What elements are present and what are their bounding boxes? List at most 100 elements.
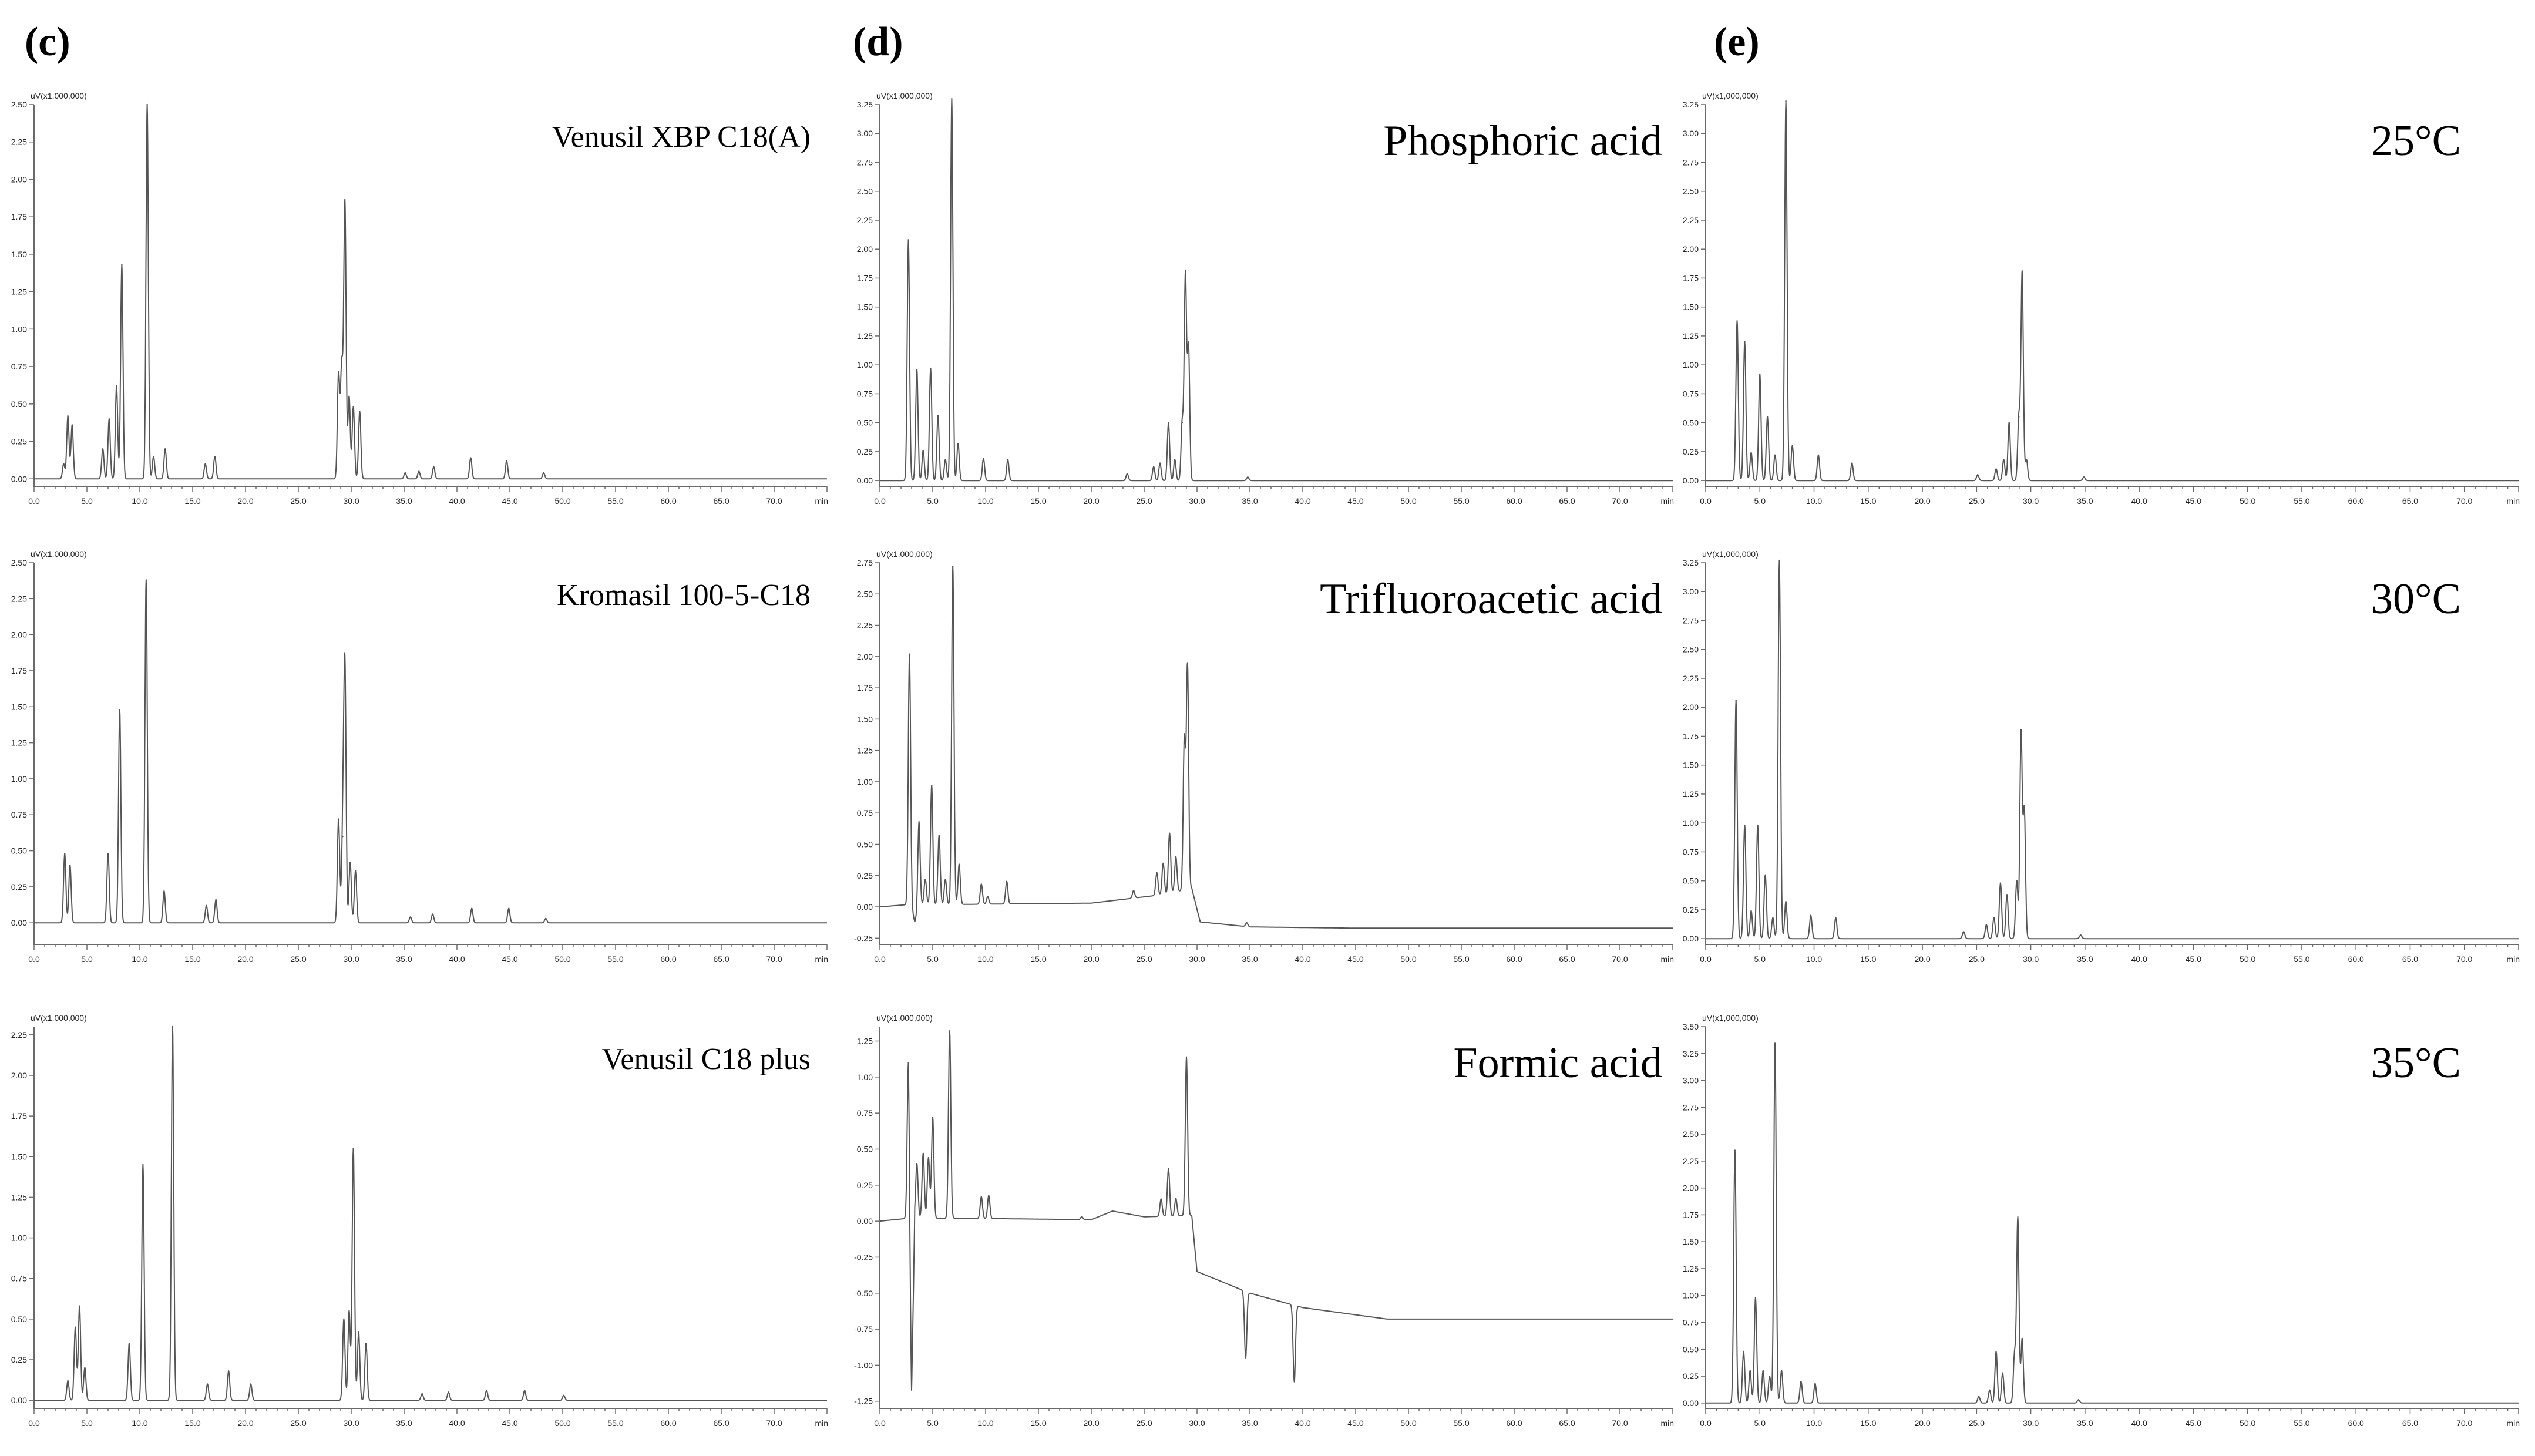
x-tick-label: 5.0 (927, 954, 939, 964)
y-tick-label: -0.25 (854, 1252, 873, 1262)
chromatogram-trace (1705, 1042, 2519, 1404)
y-tick-label: 0.50 (11, 846, 27, 856)
y-tick-label: 1.75 (1683, 731, 1699, 741)
y-tick-label: 1.25 (1683, 1264, 1699, 1273)
chromatogram-c2: uV(x1,000,000) 0.00 0.25 0.50 0.75 1.00 1.25 1.… (11, 549, 828, 964)
x-tick-label: 0.0 (1700, 1418, 1712, 1428)
peak-point (1785, 100, 1787, 102)
peak-point (1184, 739, 1185, 741)
chromatogram-trace (879, 566, 1673, 929)
peak-point (214, 455, 216, 458)
peak-point (524, 1390, 526, 1391)
x-tick-label: 20.0 (1083, 496, 1099, 506)
panel-title: Venusil XBP C18(A) (552, 120, 811, 154)
x-tick-label: 65.0 (1559, 496, 1575, 506)
peak-point (1153, 466, 1155, 468)
x-tick-label: 55.0 (2294, 496, 2309, 506)
y-tick-label: 0.00 (1683, 934, 1699, 943)
peak-point (2003, 459, 2005, 460)
x-tick-label: 30.0 (1189, 1418, 1205, 1428)
y-tick-label: 3.00 (1683, 1076, 1699, 1085)
x-unit-label: min (1660, 496, 1674, 506)
y-tick-label: 1.75 (11, 212, 27, 221)
x-tick-label: 10.0 (977, 1418, 993, 1428)
peak-point (932, 1117, 934, 1118)
peak-point (344, 201, 346, 203)
y-tick-label: 2.75 (1683, 157, 1699, 167)
x-tick-label: 70.0 (1612, 954, 1628, 964)
x-tick-label: 45.0 (1347, 1418, 1363, 1428)
peak-point (1785, 900, 1787, 903)
x-tick-label: 15.0 (1860, 1418, 1876, 1428)
peak-point (1156, 872, 1158, 874)
y-tick-label: 2.50 (1683, 1129, 1699, 1139)
peak-point (1999, 882, 2002, 884)
y-tick-label: 0.50 (1683, 418, 1699, 428)
y-tick-label: 0.50 (857, 1144, 873, 1154)
x-tick-label: 0.0 (874, 1418, 886, 1428)
x-unit-label: min (815, 1418, 828, 1428)
x-unit-label: min (1660, 1418, 1674, 1428)
y-tick-label: 0.75 (1683, 389, 1699, 398)
x-tick-label: 0.0 (28, 1418, 40, 1428)
peak-point (342, 835, 344, 838)
y-tick-label: 0.25 (857, 1181, 873, 1190)
y-tick-label: 0.00 (11, 918, 27, 927)
panel-title: Phosphoric acid (1383, 117, 1662, 165)
peak-point (1772, 917, 1774, 919)
x-tick-label: 10.0 (1806, 1418, 1822, 1428)
peak-point (215, 899, 217, 901)
peak-point (2002, 1372, 2003, 1374)
x-tick-label: 45.0 (2186, 954, 2201, 964)
x-tick-label: 15.0 (1030, 496, 1046, 506)
peak-point (359, 411, 361, 412)
peak-point (1766, 416, 1769, 418)
peak-point (349, 861, 351, 863)
chromatogram-trace (879, 98, 1673, 482)
axis-frame (33, 563, 827, 945)
x-tick-label: 15.0 (184, 954, 200, 964)
x-tick-label: 40.0 (2131, 496, 2147, 506)
y-tick-label: 2.00 (857, 652, 873, 661)
y-tick-label: 2.25 (11, 137, 27, 147)
peak-point (1006, 880, 1008, 882)
x-unit-label: min (2506, 496, 2520, 506)
panel-title: Kromasil 100-5-C18 (557, 579, 811, 612)
x-tick-label: 70.0 (766, 1418, 782, 1428)
y-tick-label: 1.00 (857, 360, 873, 369)
peak-point (506, 460, 507, 462)
peak-point (944, 878, 946, 880)
y-tick-label: 0.25 (1683, 1371, 1699, 1381)
peak-point (67, 1380, 69, 1382)
peak-point (957, 442, 959, 445)
x-tick-label: 65.0 (1559, 954, 1575, 964)
x-tick-label: 20.0 (237, 954, 253, 964)
peak-point (471, 907, 473, 909)
x-tick-label: 35.0 (396, 1418, 412, 1428)
x-tick-label: 5.0 (81, 1418, 93, 1428)
chromatogram-c1: uV(x1,000,000) 0.00 0.25 0.50 0.75 1.00 1.25 1.… (11, 91, 828, 506)
peak-point (355, 870, 357, 872)
peak-point (204, 463, 206, 465)
y-tick-label: 2.50 (11, 100, 27, 109)
panel-title: Formic acid (1453, 1039, 1662, 1087)
peak-point (944, 459, 946, 460)
panel-title: Venusil C18 plus (602, 1043, 811, 1076)
x-tick-label: 10.0 (977, 954, 993, 964)
y-tick-label: 0.00 (857, 1216, 873, 1226)
chromatogram-c3: uV(x1,000,000) 0.00 0.25 0.50 0.75 1.00 1.25 1.… (11, 1013, 828, 1428)
x-tick-label: 20.0 (237, 496, 253, 506)
peak-point (358, 1331, 359, 1333)
peak-point (1962, 931, 1965, 933)
peak-point (2018, 416, 2020, 418)
y-tick-label: 0.75 (857, 1108, 873, 1118)
y-tick-label: 0.00 (1683, 476, 1699, 485)
y-tick-label: 0.75 (1683, 1318, 1699, 1327)
peak-point (2013, 1354, 2016, 1356)
peak-point (470, 457, 472, 459)
x-tick-label: 5.0 (81, 496, 93, 506)
peak-point (1185, 274, 1186, 275)
peak-point (207, 1383, 209, 1385)
peak-point (338, 818, 339, 820)
y-unit-label: uV(x1,000,000) (31, 1013, 87, 1023)
